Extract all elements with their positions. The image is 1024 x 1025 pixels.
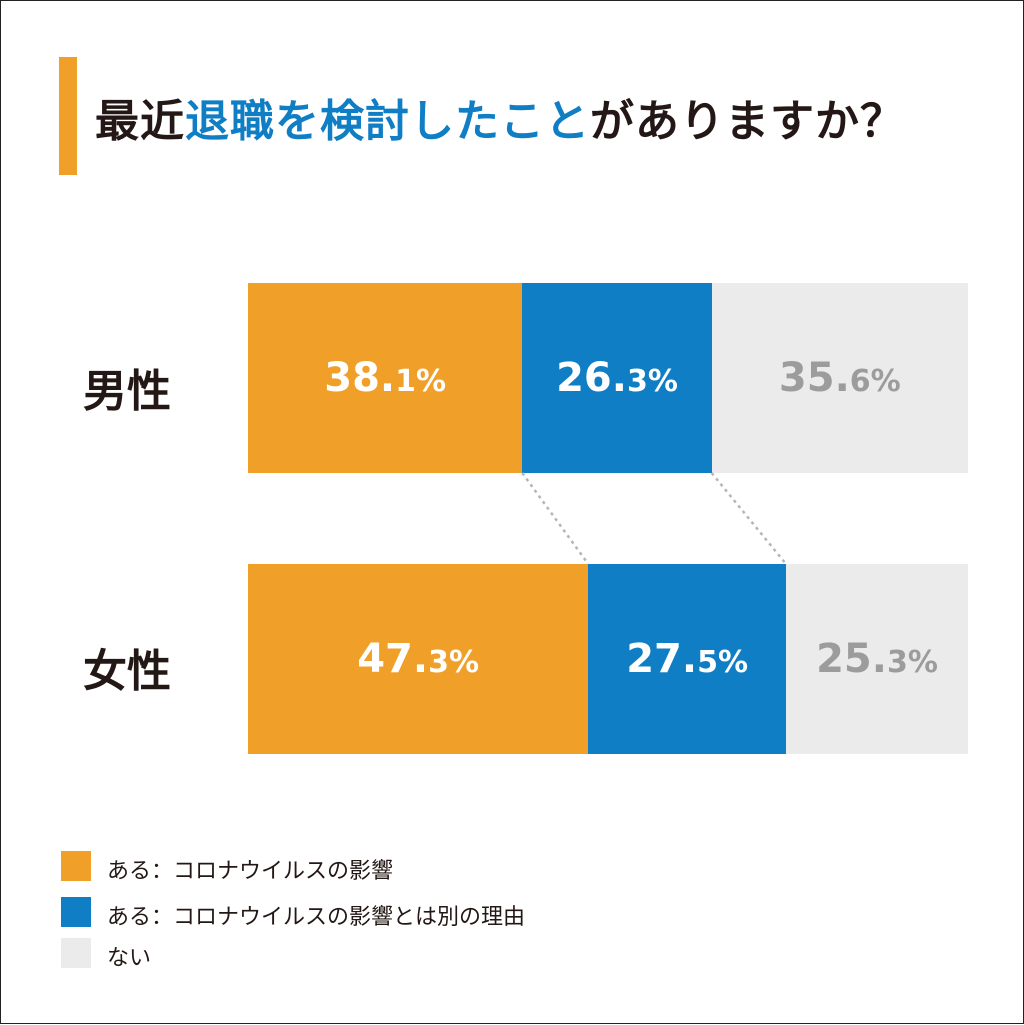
title-part-3: がありますか？ — [590, 96, 905, 147]
title-part-2-highlight: 退職を検討したこと — [185, 96, 590, 147]
data-label-male-covid: 38.1% — [324, 355, 446, 401]
bar-segment-female-none — [786, 564, 968, 754]
legend-label: ある：コロナウイルスの影響 — [107, 859, 394, 884]
legend-swatch — [61, 851, 91, 881]
legend-label: ない — [107, 946, 152, 971]
legend-label: ある：コロナウイルスの影響とは別の理由 — [107, 905, 526, 930]
chart-title: 最近退職を検討したことがありますか？ — [95, 85, 905, 149]
title-part-1: 最近 — [95, 96, 185, 147]
bar-segment-female-covid — [248, 564, 589, 754]
bar-segment-male-other-reason — [522, 283, 712, 473]
data-label-decimal: 3% — [886, 645, 938, 680]
data-label-decimal: 3% — [428, 645, 480, 680]
category-label-female: 女性 — [83, 646, 171, 697]
data-label-integer: 27. — [626, 636, 698, 682]
data-label-decimal: 1% — [395, 364, 447, 399]
legend-swatch — [61, 938, 91, 968]
data-label-female-none: 25.3% — [816, 636, 938, 682]
connector-line-2 — [710, 472, 787, 565]
category-label-male: 男性 — [83, 366, 171, 417]
title-accent-bar — [59, 57, 77, 175]
data-label-integer: 25. — [816, 636, 887, 682]
connector-line-1 — [521, 472, 590, 565]
data-label-decimal: 3% — [626, 364, 678, 399]
bar-segment-male-none — [711, 283, 968, 473]
data-label-male-other-reason: 26.3% — [556, 355, 678, 401]
data-label-integer: 35. — [778, 355, 850, 401]
data-label-integer: 26. — [556, 355, 627, 401]
data-label-integer: 47. — [357, 636, 429, 682]
data-label-female-other-reason: 27.5% — [626, 636, 748, 682]
data-label-decimal: 6% — [849, 364, 901, 399]
data-label-decimal: 5% — [697, 645, 749, 680]
bar-segment-female-other-reason — [588, 564, 787, 754]
data-label-integer: 38. — [324, 355, 396, 401]
bar-segment-male-covid — [248, 283, 523, 473]
data-label-male-none: 35.6% — [779, 355, 901, 401]
legend-swatch — [61, 897, 91, 927]
data-label-female-covid: 47.3% — [357, 636, 479, 682]
